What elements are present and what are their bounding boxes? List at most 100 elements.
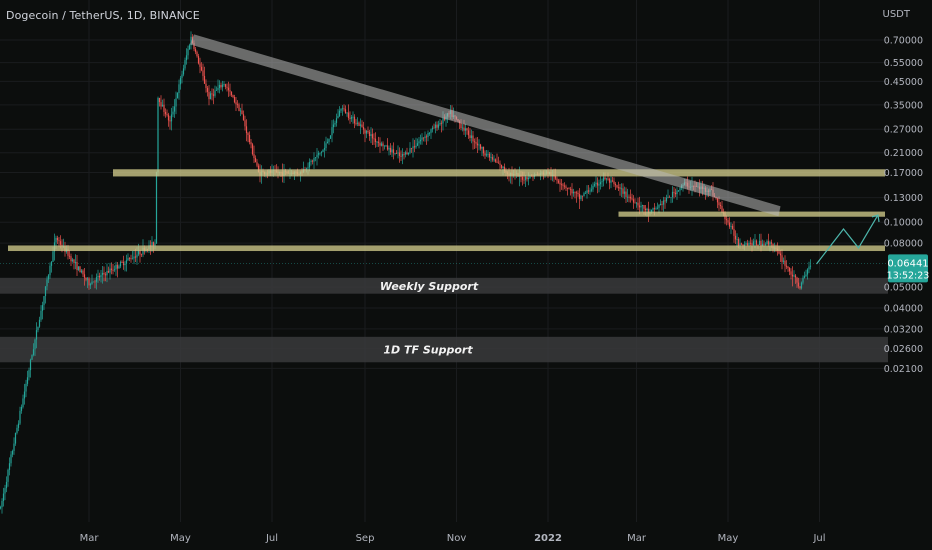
candle-body bbox=[409, 148, 411, 153]
candle-body bbox=[365, 130, 368, 134]
candle-body bbox=[317, 153, 320, 155]
candle-body bbox=[721, 206, 723, 213]
candle-body bbox=[674, 192, 677, 195]
candle-body bbox=[635, 202, 638, 204]
candle-body bbox=[334, 122, 336, 125]
candle-body bbox=[800, 282, 803, 289]
candle-body bbox=[479, 144, 482, 149]
candle-body bbox=[29, 359, 32, 371]
candle-body bbox=[71, 259, 74, 262]
price-tick-label: 0.35000 bbox=[884, 100, 923, 111]
candle-body bbox=[25, 383, 27, 392]
candle-body bbox=[347, 112, 350, 118]
candle-body bbox=[239, 110, 242, 112]
candle-body bbox=[379, 142, 381, 146]
candle-body bbox=[490, 157, 492, 159]
candle-body bbox=[401, 154, 404, 157]
candle-body bbox=[742, 244, 744, 246]
time-tick-label: Jul bbox=[265, 533, 278, 544]
candle-body bbox=[628, 196, 630, 198]
candle-body bbox=[532, 176, 534, 178]
candle-body bbox=[232, 95, 234, 98]
candle-body bbox=[253, 154, 255, 159]
candle-body bbox=[244, 120, 246, 127]
candle-body bbox=[248, 135, 251, 143]
candle-body bbox=[238, 104, 240, 111]
candle-body bbox=[58, 240, 60, 242]
candle-body bbox=[341, 108, 344, 110]
candle-body bbox=[482, 146, 485, 154]
candle-body bbox=[637, 202, 639, 206]
price-tick-label: 0.08000 bbox=[884, 239, 923, 250]
candle-body bbox=[131, 258, 134, 260]
candle-body bbox=[157, 97, 159, 173]
candle-body bbox=[616, 185, 618, 188]
candle-body bbox=[305, 168, 308, 170]
candle-body bbox=[38, 319, 41, 327]
candle-body bbox=[503, 166, 506, 171]
candle-body bbox=[592, 185, 594, 190]
candle-body bbox=[469, 135, 471, 139]
candle-body bbox=[782, 260, 785, 262]
candle-body bbox=[725, 219, 728, 221]
candle-body bbox=[124, 263, 126, 266]
candle-body bbox=[634, 202, 636, 204]
candle-body bbox=[109, 268, 111, 273]
price-tick-label: 0.17000 bbox=[884, 168, 923, 179]
candle-body bbox=[107, 271, 110, 273]
candle-body bbox=[130, 258, 132, 260]
candle-body bbox=[4, 488, 6, 494]
candle-body bbox=[152, 242, 155, 247]
candle-body bbox=[568, 188, 570, 190]
candle-body bbox=[632, 199, 635, 203]
candle-body bbox=[197, 56, 200, 64]
candle-body bbox=[8, 463, 11, 470]
candle-body bbox=[604, 177, 606, 180]
candle-body bbox=[412, 146, 414, 149]
candle-body bbox=[419, 139, 422, 142]
candle-body bbox=[187, 49, 189, 56]
candle-body bbox=[788, 268, 791, 272]
candle-body bbox=[646, 208, 648, 211]
candle-body bbox=[625, 191, 627, 197]
candle-body bbox=[571, 189, 573, 194]
candle-body bbox=[178, 84, 180, 94]
candle-body bbox=[340, 108, 342, 111]
candle-body bbox=[236, 104, 239, 106]
candle-body bbox=[569, 188, 572, 190]
candle-body bbox=[481, 146, 483, 149]
candle-body bbox=[461, 127, 464, 129]
candle-body bbox=[88, 278, 90, 286]
candle-body bbox=[19, 410, 21, 424]
candle-body bbox=[758, 240, 761, 245]
candle-body bbox=[220, 84, 222, 88]
candle-body bbox=[476, 143, 479, 146]
candle-body bbox=[175, 98, 177, 107]
candle-body bbox=[370, 134, 372, 137]
price-tick-label: 0.10000 bbox=[884, 218, 923, 229]
candle-body bbox=[608, 178, 611, 183]
candle-body bbox=[641, 205, 644, 207]
candle-body bbox=[587, 190, 590, 192]
candle-body bbox=[91, 281, 93, 285]
candle-body bbox=[407, 152, 410, 155]
candle-body bbox=[137, 250, 140, 255]
candle-body bbox=[31, 354, 33, 360]
candle-body bbox=[653, 208, 656, 210]
candle-body bbox=[311, 160, 314, 162]
candle-body bbox=[436, 124, 438, 128]
candle-body bbox=[100, 274, 102, 278]
candle-body bbox=[227, 87, 230, 91]
candle-body bbox=[92, 281, 95, 283]
candle-body bbox=[209, 93, 212, 100]
candle-body bbox=[377, 141, 380, 143]
candle-body bbox=[22, 398, 24, 407]
candle-body bbox=[622, 188, 624, 194]
candle-body bbox=[431, 127, 434, 130]
candle-body bbox=[26, 377, 29, 384]
candle-body bbox=[487, 153, 489, 155]
candle-body bbox=[650, 209, 653, 213]
candle-body bbox=[337, 115, 339, 119]
